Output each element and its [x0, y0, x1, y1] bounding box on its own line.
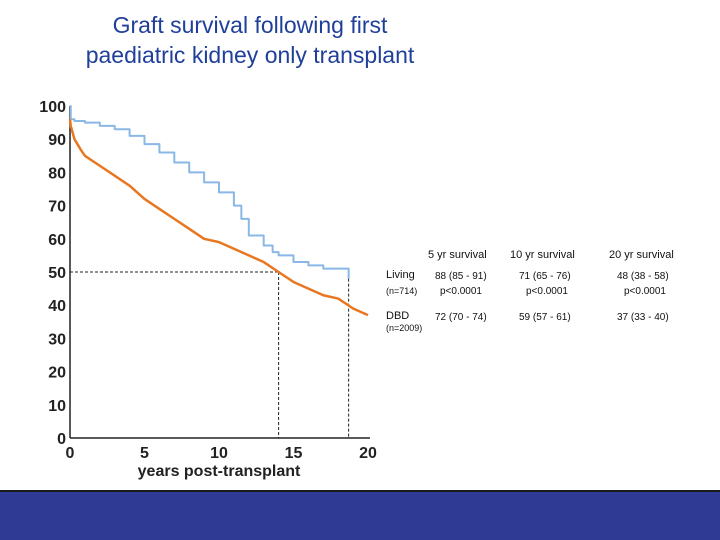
survival-chart: 0 10 20 30 40 50 60 70 80 90 100 0 5 10 15 20 years post… [39, 99, 377, 480]
x-tick-label: 15 [285, 445, 303, 462]
y-tick-label: 80 [48, 165, 66, 182]
pvalue-10yr: p<0.0001 [526, 286, 568, 297]
x-axis-label: years post-transplant [138, 463, 301, 480]
title-line-1: Graft survival following first [112, 12, 388, 38]
y-tick-label: 50 [48, 265, 66, 282]
cell-dbd-10yr: 59 (57 - 61) [519, 312, 571, 323]
row-label-dbd: DBD [386, 310, 410, 322]
table-header-20yr: 20 yr survival [609, 249, 674, 261]
y-tick-label: 70 [48, 199, 66, 216]
series-line-living [69, 105, 350, 279]
cell-living-10yr: 71 (65 - 76) [519, 271, 571, 282]
x-tick-label: 0 [66, 445, 75, 462]
series-lines [68, 105, 369, 317]
y-tick-label: 20 [48, 365, 66, 382]
row-label-living: Living [386, 269, 415, 281]
y-tick-label: 40 [48, 298, 66, 315]
cell-living-5yr: 88 (85 - 91) [435, 271, 487, 282]
y-tick-label: 60 [48, 232, 66, 249]
pvalue-5yr: p<0.0001 [440, 286, 482, 297]
tick-labels: 0 10 20 30 40 50 60 70 80 90 100 0 5 10 15 20 years post… [39, 99, 377, 480]
cell-dbd-20yr: 37 (33 - 40) [617, 312, 669, 323]
table-header-5yr: 5 yr survival [428, 249, 487, 261]
cell-dbd-5yr: 72 (70 - 74) [435, 312, 487, 323]
y-tick-label: 90 [48, 132, 66, 149]
footer-bar [0, 490, 720, 540]
cell-living-20yr: 48 (38 - 58) [617, 271, 669, 282]
row-n-dbd: (n=2009) [386, 323, 423, 333]
y-tick-label: 100 [39, 99, 66, 116]
x-tick-label: 20 [359, 445, 377, 462]
y-tick-label: 10 [48, 398, 66, 415]
y-tick-label: 30 [48, 331, 66, 348]
pvalue-20yr: p<0.0001 [624, 286, 666, 297]
x-tick-label: 10 [210, 445, 228, 462]
table-header-10yr: 10 yr survival [510, 249, 575, 261]
chart-title: Graft survival following first paediatri… [0, 10, 500, 70]
row-n-living: (n=714) [386, 286, 418, 296]
y-tick-label: 0 [57, 431, 66, 448]
series-line-dbd [68, 119, 369, 317]
x-tick-label: 5 [140, 445, 149, 462]
reference-lines [70, 271, 350, 438]
title-line-2: paediatric kidney only transplant [85, 42, 415, 68]
